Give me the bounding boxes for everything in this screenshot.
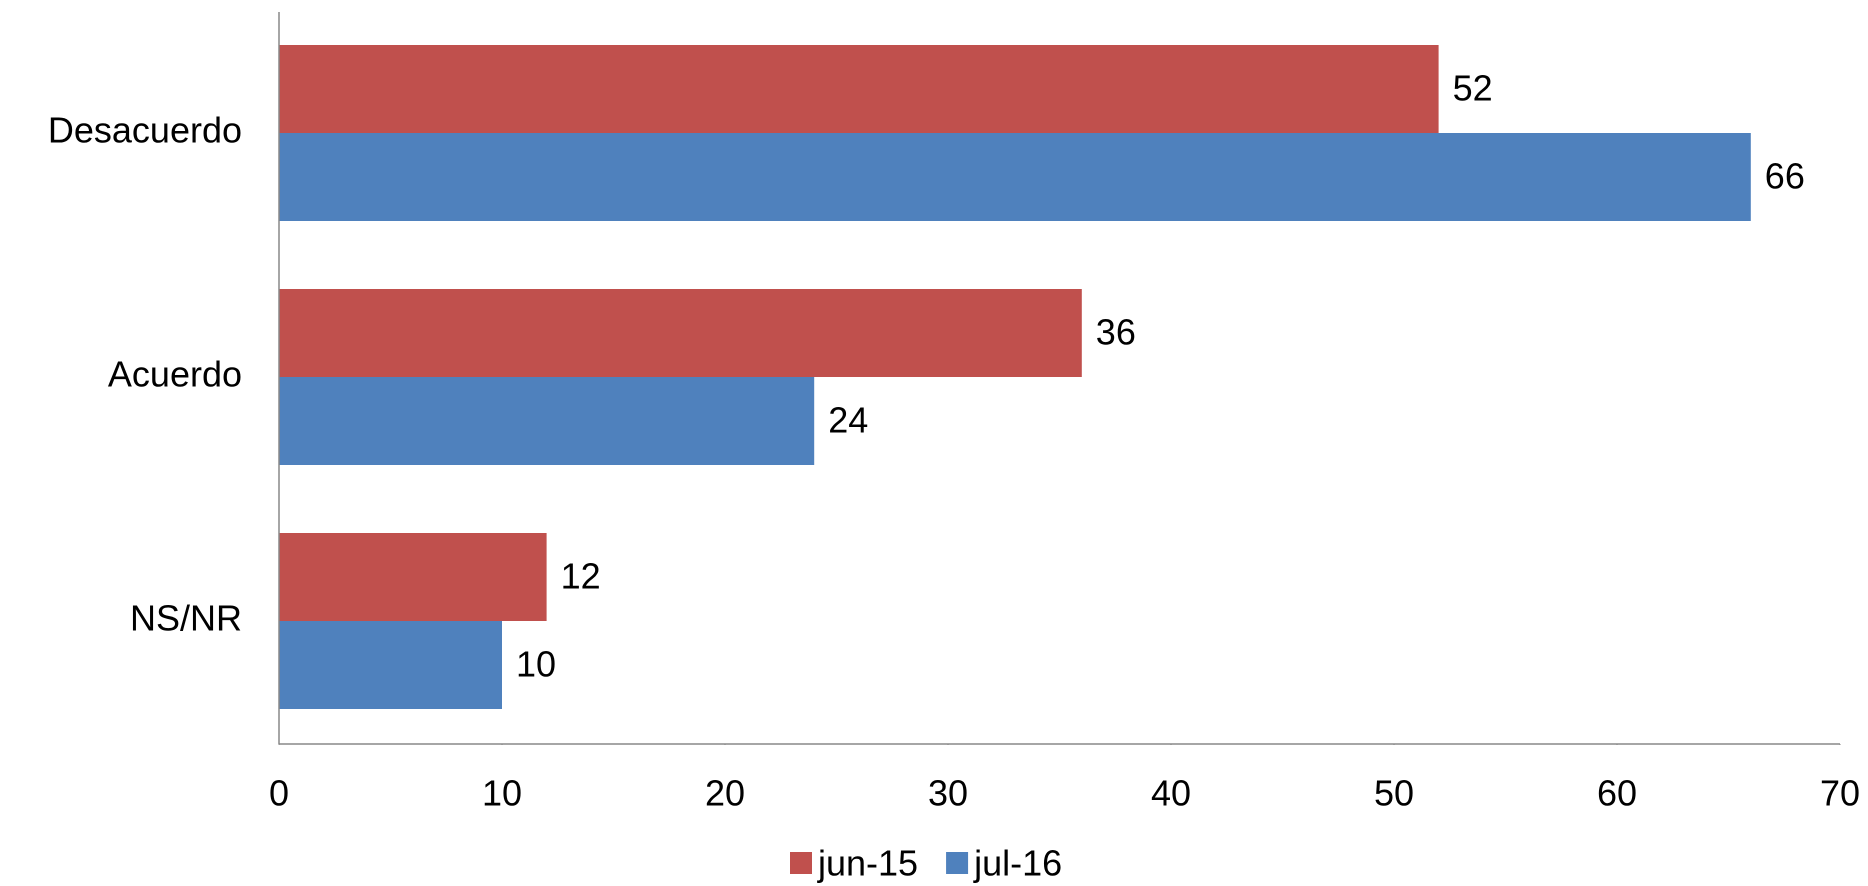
x-tick-label: 0 xyxy=(269,773,289,814)
x-tick-label: 60 xyxy=(1597,773,1637,814)
legend-swatch xyxy=(946,852,969,874)
data-label: 66 xyxy=(1765,156,1805,197)
y-tick-label: Acuerdo xyxy=(108,354,242,395)
bar xyxy=(279,289,1082,377)
legend-label: jun-15 xyxy=(817,843,918,884)
legend-label: jul-16 xyxy=(973,843,1062,884)
x-tick-label: 70 xyxy=(1820,773,1860,814)
data-label: 10 xyxy=(516,644,556,685)
x-tick-label: 30 xyxy=(928,773,968,814)
legend-swatch xyxy=(790,852,812,874)
x-tick-label: 40 xyxy=(1151,773,1191,814)
x-tick-label: 50 xyxy=(1374,773,1414,814)
x-tick-label: 10 xyxy=(482,773,522,814)
data-label: 12 xyxy=(561,556,601,597)
bar xyxy=(279,621,502,709)
data-label: 24 xyxy=(828,400,868,441)
bar xyxy=(279,45,1439,133)
bar xyxy=(279,377,815,465)
y-tick-label: NS/NR xyxy=(130,598,242,639)
x-tick-label: 20 xyxy=(705,773,745,814)
data-label: 36 xyxy=(1096,312,1136,353)
data-label: 52 xyxy=(1453,68,1493,109)
y-tick-label: Desacuerdo xyxy=(48,110,242,151)
bar xyxy=(279,533,547,621)
bar xyxy=(279,133,1751,221)
